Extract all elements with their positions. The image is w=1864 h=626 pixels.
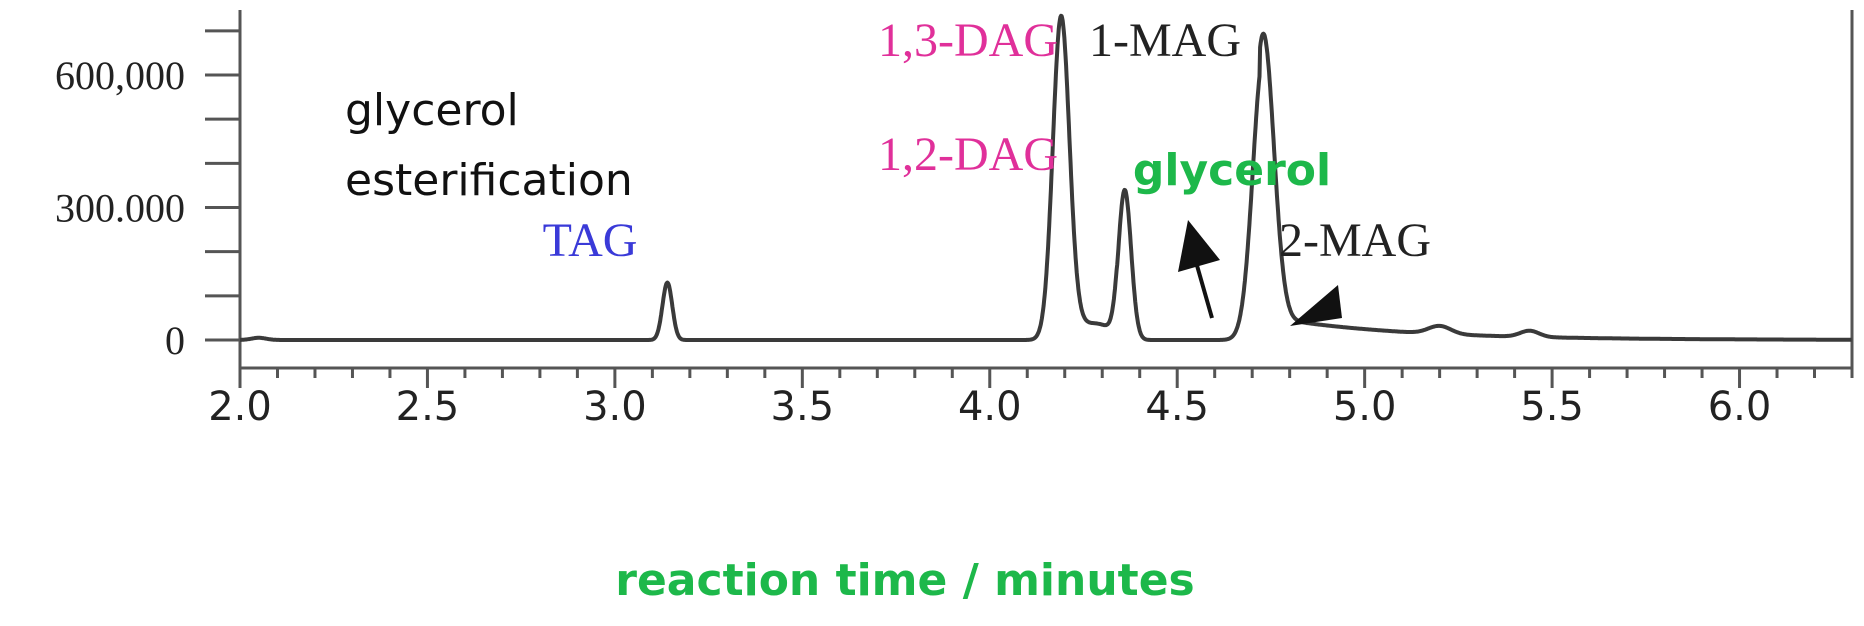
x-tick-label: 6.0	[1708, 384, 1772, 430]
chromatogram-trace	[238, 13, 1854, 342]
peak-label-glycerol: glycerol	[1133, 145, 1331, 196]
x-tick-label: 4.5	[1145, 384, 1209, 430]
x-tick-label: 4.0	[958, 384, 1022, 430]
annotation-line-2: esterification	[345, 155, 633, 206]
y-tick-label: 300.000	[55, 186, 185, 231]
peak-label-tag: TAG	[543, 214, 638, 267]
x-tick-label: 2.5	[396, 384, 460, 430]
peak-label-1-3-dag: 1,3-DAG	[878, 14, 1058, 67]
x-tick-label: 5.0	[1333, 384, 1397, 430]
y-tick-label: 0	[165, 318, 185, 363]
annotation-line-1: glycerol	[345, 85, 519, 136]
x-tick-label: 5.5	[1520, 384, 1584, 430]
peak-label-1-mag: 1-MAG	[1089, 14, 1241, 67]
2-mag-arrow-head	[1290, 285, 1342, 326]
x-axis-label: reaction time / minutes	[615, 555, 1194, 606]
peak-arrows	[1178, 220, 1342, 326]
peak-label-1-2-dag: 1,2-DAG	[878, 128, 1058, 181]
x-tick-label: 2.0	[208, 384, 272, 430]
peak-label-2-mag: 2-MAG	[1279, 214, 1431, 267]
y-axis-ticks: 0 300.000 600,000	[55, 29, 240, 363]
axes	[238, 10, 1854, 370]
peak-labels: TAG 1,3-DAG 1,2-DAG 1-MAG glycerol 2-MAG	[543, 14, 1431, 267]
y-tick-label: 600,000	[55, 53, 185, 98]
x-tick-label: 3.5	[771, 384, 835, 430]
glycerol-arrow-shaft	[1194, 261, 1214, 319]
glycerol-arrow-head	[1178, 220, 1220, 272]
x-tick-label: 3.0	[583, 384, 647, 430]
x-axis-ticks: 2.0 2.5 3.0 3.5 4.0 4.5 5.0 5.5 6.0	[208, 368, 1854, 430]
